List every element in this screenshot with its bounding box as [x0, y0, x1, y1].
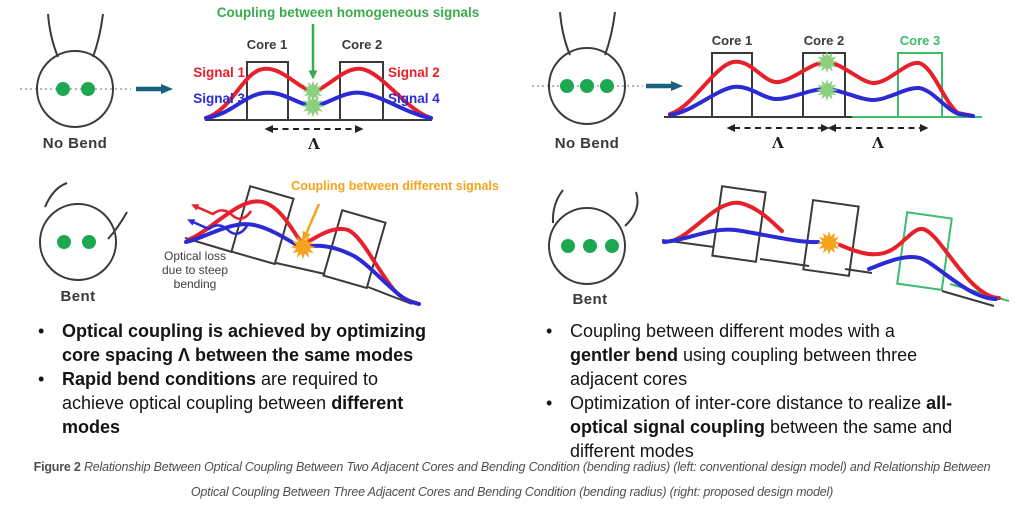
optical-loss-line: due to steep [162, 263, 228, 277]
fiber-strand-line [107, 211, 128, 240]
core1-label: Core 1 [712, 33, 752, 48]
tilted-baseline-segment [367, 286, 413, 305]
tilted-baseline-segment [759, 258, 810, 267]
lambda-symbol: Λ [307, 135, 320, 153]
bullet-item: Coupling between different modes with a … [538, 319, 1003, 391]
core-dot [561, 239, 575, 253]
left-summary-list: Optical coupling is achieved by optimizi… [30, 319, 495, 439]
core-dot [605, 239, 619, 253]
diagram-three-core-no-bend: No Bend Core 1 Core 2 Core 3 Λ Λ [512, 0, 1024, 170]
signal3-label: Signal 3 [193, 91, 245, 106]
core2-label: Core 2 [342, 37, 382, 52]
bent-fiber-cross-section-two-core [39, 182, 128, 281]
core1-well [711, 52, 753, 118]
core2-well [339, 61, 384, 121]
fiber-cladding-circle [39, 203, 117, 281]
fiber-strand-line [604, 11, 616, 56]
three-core-bent-svg: Bent [548, 185, 1010, 308]
bent-fiber-cross-section-three-core [548, 189, 639, 285]
radiated-light-arrow-icon [191, 204, 253, 220]
radiated-light-arrow-icon [187, 219, 249, 235]
core3-label: Core 3 [900, 33, 940, 48]
core-dot [560, 79, 574, 93]
tilted-baseline-segment [275, 262, 326, 275]
core-dot [82, 235, 96, 249]
bullet-item: Optical coupling is achieved by optimizi… [30, 319, 495, 367]
bullet-text: Coupling between different modes with a … [570, 321, 918, 389]
two-core-no-bend-svg: No Bend Coupling between homogeneous sig… [20, 5, 480, 153]
core-dot [580, 79, 594, 93]
core2-label: Core 2 [804, 33, 844, 48]
bullet-item: Rapid bend conditions are required to ac… [30, 367, 495, 439]
core1-label: Core 1 [247, 37, 287, 52]
coupling-burst-icon [816, 51, 838, 73]
signal1-label: Signal 1 [193, 65, 245, 80]
core-dot [583, 239, 597, 253]
signal4-label: Signal 4 [388, 91, 440, 106]
red-signal-curve [838, 226, 1001, 300]
bent-label: Bent [61, 288, 96, 305]
fiber-cladding-circle [548, 47, 626, 125]
coupling-burst-icon [816, 79, 838, 101]
core-dot [81, 82, 95, 96]
core3-well [897, 52, 943, 118]
different-coupling-label: Coupling between different signals [291, 179, 499, 193]
fiber-cross-section-two-core [20, 13, 131, 128]
core2-well [802, 52, 846, 118]
bullet-text: Rapid bend conditions are required to ac… [62, 369, 404, 437]
figure-caption-text: Relationship Between Optical Coupling Be… [83, 460, 991, 499]
diagram-two-core-no-bend: No Bend Coupling between homogeneous sig… [0, 0, 512, 170]
homogeneous-coupling-label: Coupling between homogeneous signals [217, 5, 480, 20]
core-dot [600, 79, 614, 93]
three-core-no-bend-svg: No Bend Core 1 Core 2 Core 3 Λ Λ [532, 11, 982, 152]
red-signal-curve [670, 200, 784, 243]
no-bend-label: No Bend [555, 135, 619, 152]
fiber-cross-section-three-core [532, 11, 643, 125]
signal2-label: Signal 2 [388, 65, 440, 80]
tilted-baseline-segment [844, 268, 873, 274]
blue-signal-curve [662, 227, 820, 245]
blue-signal-curve [184, 222, 421, 306]
optical-loss-note: Optical loss due to steep bending [162, 249, 228, 291]
core1-well-tilted [711, 185, 767, 263]
lambda-symbol: Λ [771, 134, 784, 152]
bullet-list: Optical coupling is achieved by optimizi… [30, 319, 495, 439]
lambda-symbol: Λ [871, 134, 884, 152]
core2-well-tilted [802, 199, 860, 277]
diagram-two-core-bent: Bent Coupling between different signals … [0, 170, 512, 320]
fiber-strand-line [559, 11, 571, 56]
fiber-cladding-circle [548, 207, 626, 285]
optical-loss-line: bending [174, 277, 217, 291]
figure-caption: Figure 2 Relationship Between Optical Co… [7, 455, 1017, 505]
coupling-burst-icon [301, 94, 325, 118]
core1-well [246, 61, 289, 121]
fiber-strand-line [624, 191, 639, 227]
bullet-item: Optimization of inter-core distance to r… [538, 391, 1003, 463]
fiber-cladding-circle [36, 50, 114, 128]
optical-loss-line: Optical loss [164, 249, 226, 263]
coupling-burst-icon [817, 231, 841, 255]
fiber-strand-line [551, 189, 564, 224]
bent-label: Bent [573, 291, 608, 308]
two-core-bent-svg: Bent Coupling between different signals … [39, 179, 499, 306]
blue-signal-curve [867, 255, 998, 301]
right-summary-list: Coupling between different modes with a … [538, 319, 1003, 463]
core2-well-tilted [322, 209, 387, 290]
fiber-strand-line [44, 182, 68, 208]
fiber-strand-line [92, 13, 104, 58]
diagram-three-core-bent: Bent [512, 170, 1024, 320]
figure-caption-label: Figure 2 [33, 460, 81, 474]
no-bend-label: No Bend [43, 135, 107, 152]
bullet-text: Optical coupling is achieved by optimizi… [62, 321, 427, 365]
bullet-text: Optimization of inter-core distance to r… [570, 393, 953, 461]
core-dot [57, 235, 71, 249]
bullet-list: Coupling between different modes with a … [538, 319, 1003, 463]
core-dot [56, 82, 70, 96]
tilted-baseline-segment [941, 290, 995, 307]
fiber-strand-line [47, 13, 59, 58]
coupling-pointer-arrow-icon [302, 203, 321, 241]
